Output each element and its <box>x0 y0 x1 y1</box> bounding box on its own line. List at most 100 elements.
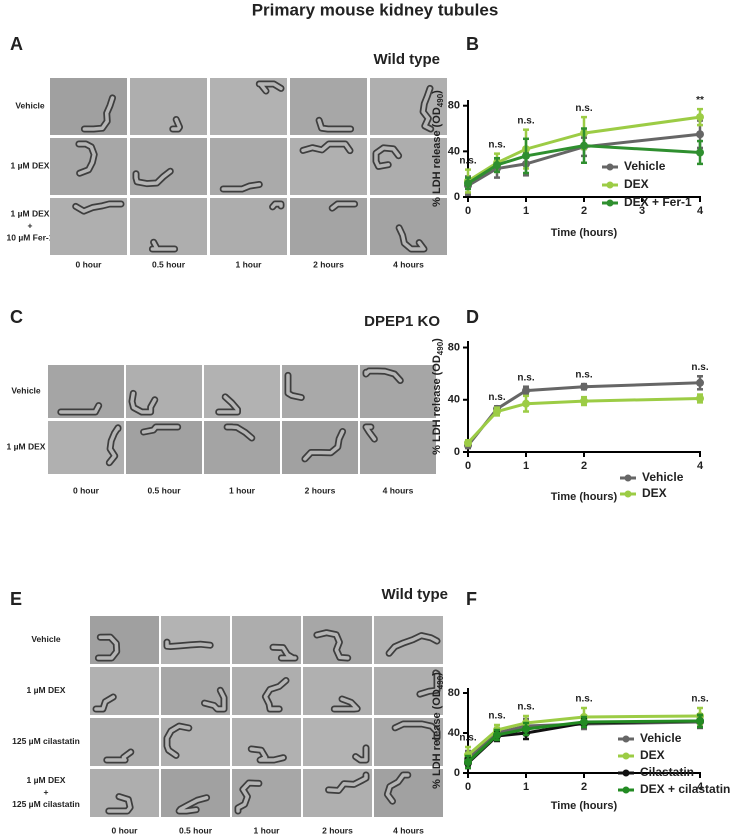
column-label: 1 hour <box>229 485 256 495</box>
x-tick-label: 4 <box>697 205 704 217</box>
x-tick-label: 3 <box>639 205 645 217</box>
micrograph <box>161 616 230 664</box>
legend-marker <box>606 181 614 189</box>
panel-letter: F <box>466 589 477 609</box>
row-label-line: 125 µM cilastatin <box>12 799 80 809</box>
micrograph <box>130 138 207 195</box>
row-label-line: 1 µM DEX <box>27 685 66 695</box>
tubule-lumen <box>216 395 240 414</box>
significance-label: n.s. <box>517 372 534 383</box>
row-label: 1 µM DEX +10 µM Fer-1 <box>7 209 54 243</box>
tubule-lumen <box>303 429 345 461</box>
y-axis-label-sub: 490 <box>436 675 445 689</box>
tubule-lumen <box>263 678 288 711</box>
x-tick-label: 2 <box>581 205 587 217</box>
tubule-lumen <box>94 695 116 711</box>
y-tick-label: 40 <box>448 727 460 739</box>
tubule-lumen <box>73 202 123 213</box>
tubule-lumen <box>177 795 209 813</box>
x-tick-label: 2 <box>581 460 587 472</box>
legend-marker <box>606 199 614 207</box>
tubule-lumen <box>107 794 132 813</box>
y-tick-label: 80 <box>448 100 460 112</box>
panel-heading: Wild type <box>381 586 448 603</box>
tubule-lumen <box>236 781 261 813</box>
tubule-lumen <box>385 773 410 803</box>
data-point <box>493 731 501 739</box>
tubule-lumen <box>134 169 173 186</box>
legend-label: DEX <box>624 177 649 191</box>
tubule-lumen <box>150 240 177 251</box>
column-label: 0.5 hour <box>179 825 213 835</box>
tubule-lumen <box>317 118 353 131</box>
y-tick-label: 40 <box>448 394 460 406</box>
x-tick-label: 2 <box>581 781 587 793</box>
tubule-lumen <box>330 202 357 210</box>
tubule-lumen <box>286 373 304 400</box>
data-point <box>522 151 530 160</box>
legend-label: DEX <box>640 748 665 762</box>
x-tick-label: 1 <box>523 781 529 793</box>
y-tick-label: 0 <box>454 446 460 458</box>
tubule-lumen <box>225 425 254 440</box>
y-axis-label: % LDH release (OD490) <box>431 90 445 207</box>
row-label: Vehicle <box>31 634 61 644</box>
data-point <box>696 378 704 387</box>
column-label: 1 hour <box>236 259 263 269</box>
legend-label: DEX <box>642 486 667 500</box>
legend-marker <box>606 163 614 171</box>
row-label: 125 µM cilastatin <box>12 736 80 746</box>
tubule-lumen <box>59 403 101 414</box>
row-label-line: + <box>28 221 33 231</box>
tubule-lumen <box>364 425 377 441</box>
data-point <box>522 725 530 733</box>
x-tick-label: 1 <box>523 205 529 217</box>
y-axis-label-sub: 490 <box>436 341 445 355</box>
row-label: 1 µM DEX <box>7 442 46 452</box>
significance-label: n.s. <box>575 103 592 114</box>
tubule-lumen <box>77 142 96 175</box>
micrograph <box>282 421 358 474</box>
row-label-line: Vehicle <box>15 101 45 111</box>
data-point <box>580 141 588 150</box>
x-tick-label: 0 <box>465 460 471 472</box>
data-point <box>580 397 588 406</box>
tubule-lumen <box>270 202 283 209</box>
data-point <box>522 386 530 395</box>
tubule-lumen <box>397 226 426 251</box>
tubule-lumen <box>257 82 283 93</box>
significance-label: n.s. <box>488 139 505 150</box>
x-axis-label: Time (hours) <box>551 227 618 239</box>
significance-label: n.s. <box>459 155 476 166</box>
tubule-lumen <box>221 182 262 191</box>
data-point <box>464 438 472 447</box>
legend-label: Vehicle <box>640 731 682 745</box>
y-tick-label: 80 <box>448 341 460 353</box>
legend-label: Cilastatin <box>640 765 694 779</box>
y-axis-label-part: ) <box>431 672 443 676</box>
y-axis-label: % LDH release (OD490) <box>431 672 445 789</box>
legend-marker <box>622 786 630 794</box>
tubule-lumen <box>105 750 133 762</box>
legend-label: DEX + cilastatin <box>640 782 730 796</box>
column-label: 1 hour <box>254 825 281 835</box>
row-label-line: 125 µM cilastatin <box>12 736 80 746</box>
data-point <box>464 758 472 766</box>
y-tick-label: 0 <box>454 191 460 203</box>
legend-marker <box>622 769 630 777</box>
y-axis-label-part: ) <box>431 338 443 342</box>
legend-marker <box>624 474 632 482</box>
tubule-lumen <box>301 142 352 153</box>
x-axis-label: Time (hours) <box>551 491 618 503</box>
data-point <box>696 394 704 403</box>
row-label-line: 1 µM DEX <box>7 442 46 452</box>
tubule-lumen <box>271 645 297 660</box>
legend-label: Vehicle <box>624 159 666 173</box>
row-label-line: 1 µM DEX <box>27 775 66 785</box>
column-label: 4 hours <box>393 825 424 835</box>
tubule-lumen <box>165 640 212 649</box>
y-axis-label-part: % LDH release (OD <box>431 355 443 455</box>
micrograph <box>282 365 358 418</box>
column-label: 2 hours <box>305 485 336 495</box>
